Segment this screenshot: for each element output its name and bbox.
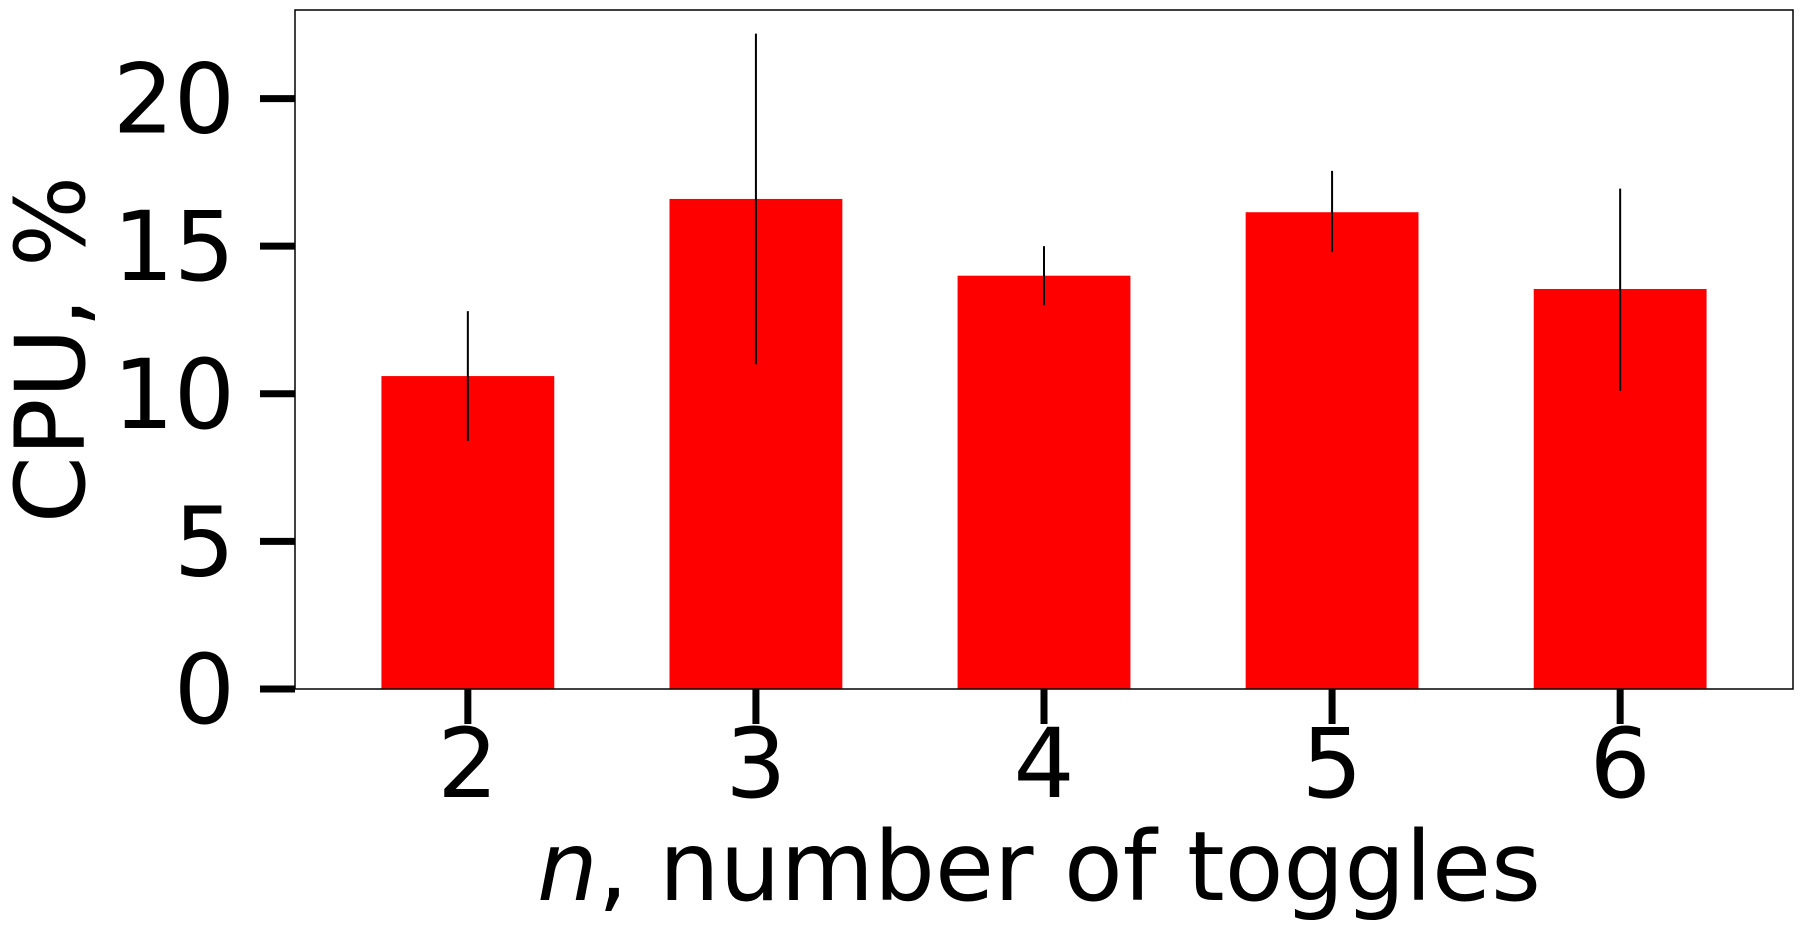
x-tick-label: 6	[1590, 708, 1651, 820]
y-tick-label: 20	[113, 44, 235, 156]
y-tick-label: 5	[174, 486, 235, 598]
x-axis-label-text: , number of toggles	[598, 811, 1541, 923]
error-bars-group	[466, 33, 1622, 442]
x-axis-ticks: 2 3 4 5 6	[437, 689, 1651, 820]
bar-4	[957, 275, 1131, 689]
y-axis-label: CPU, %	[0, 176, 107, 523]
x-tick-label: 4	[1013, 708, 1074, 820]
x-axis-label: n, number of toggles	[537, 811, 1541, 923]
y-axis-ticks: 0 5 10 15 20	[113, 44, 295, 746]
y-tick-label: 15	[113, 191, 235, 303]
x-tick-label: 5	[1302, 708, 1363, 820]
y-tick-label: 0	[174, 634, 235, 746]
y-tick-label: 10	[113, 339, 235, 451]
bars-group	[381, 198, 1707, 689]
x-tick-label: 2	[437, 708, 498, 820]
x-axis-label-variable: n	[537, 811, 598, 923]
x-tick-label: 3	[725, 708, 786, 820]
bar-5	[1245, 212, 1419, 689]
